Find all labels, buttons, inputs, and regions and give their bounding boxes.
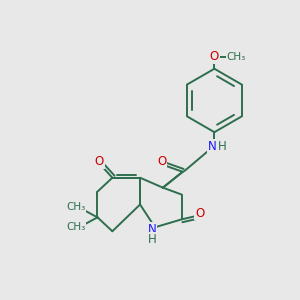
Text: CH₃: CH₃ [226,52,246,62]
Text: N: N [148,223,156,236]
Text: H: H [148,233,156,246]
Text: N: N [208,140,217,152]
Text: CH₃: CH₃ [66,222,85,232]
Text: O: O [95,155,104,168]
Text: O: O [195,207,204,220]
Text: CH₃: CH₃ [66,202,85,212]
Text: H: H [218,140,227,152]
Text: O: O [157,155,167,168]
Text: O: O [210,50,219,63]
